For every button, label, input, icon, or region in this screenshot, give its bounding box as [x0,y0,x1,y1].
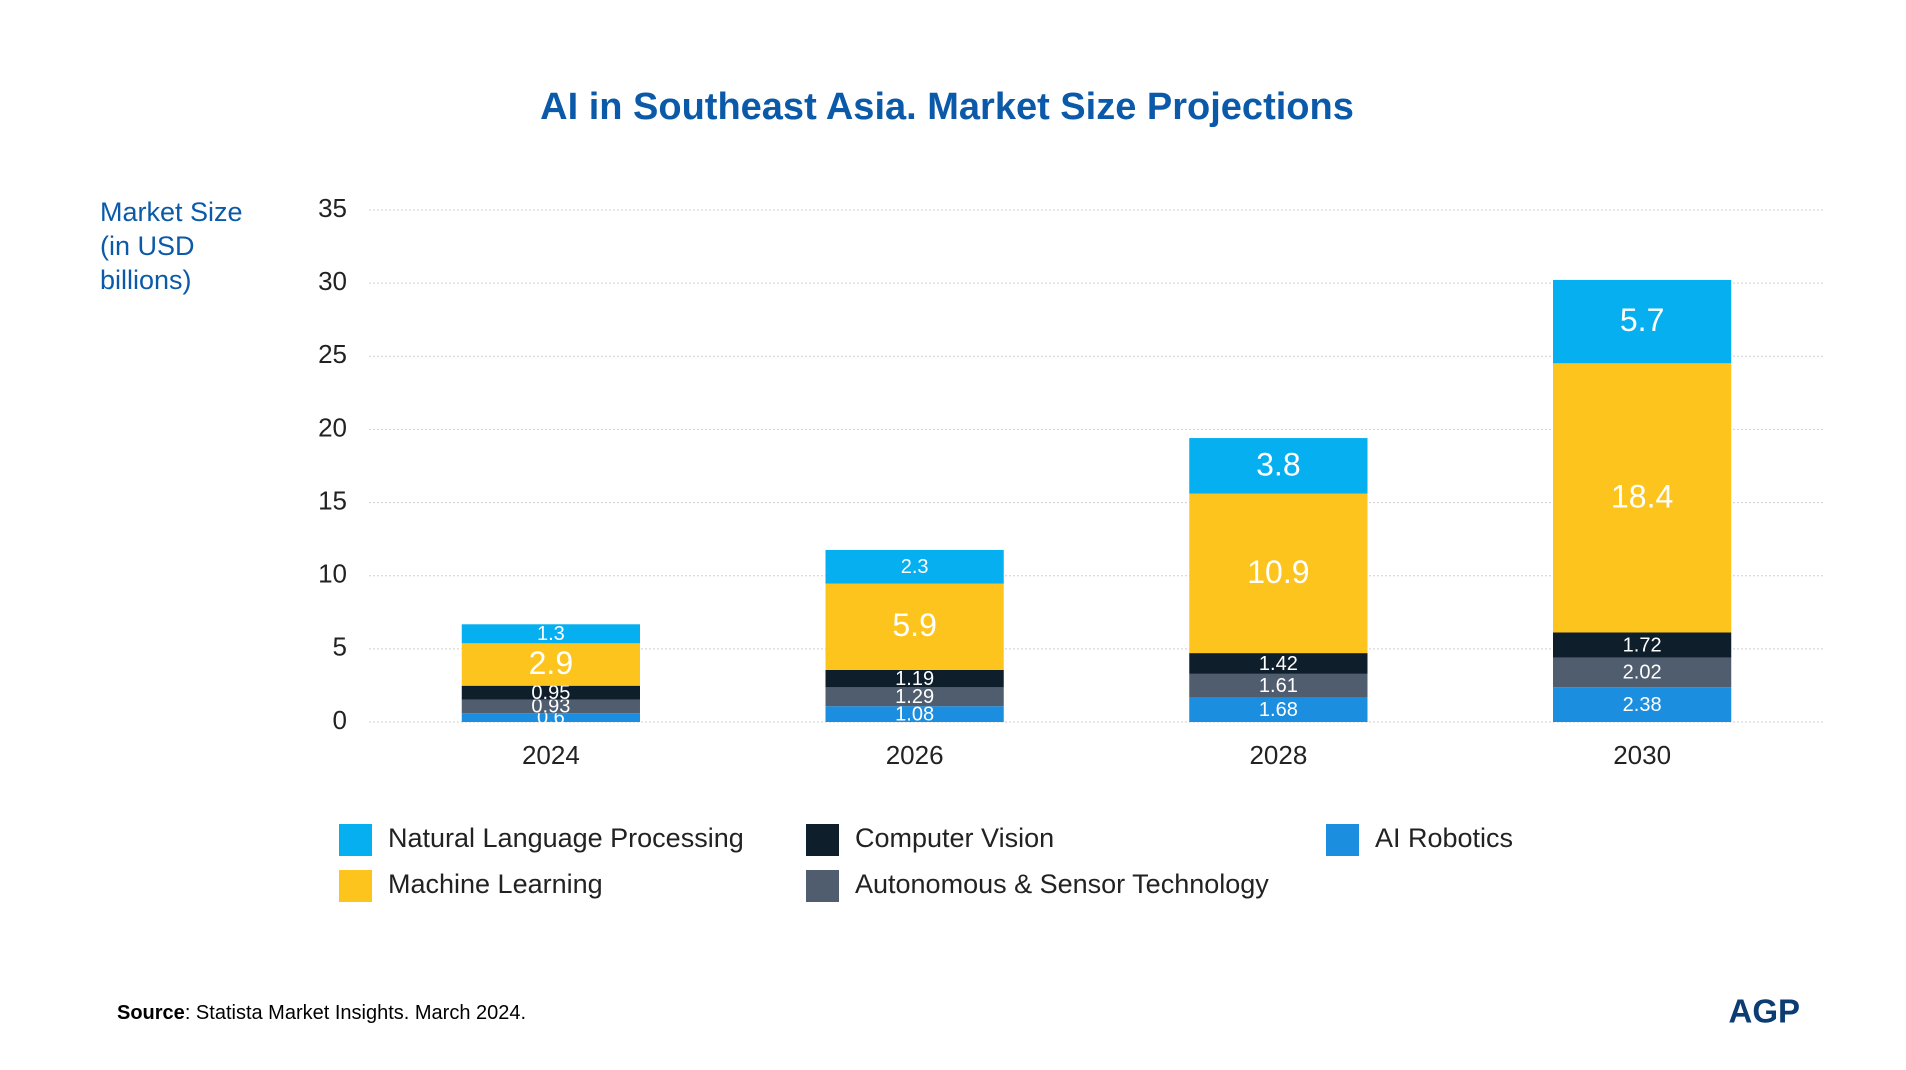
source: Source: Statista Market Insights. March … [117,1002,526,1024]
bar-segment [461,685,640,700]
bar-segment [1189,653,1368,674]
x-tick-label: 2024 [522,740,580,770]
chart-title: AI in Southeast Asia. Market Size Projec… [540,86,1354,128]
legend-swatch [806,824,839,856]
data-label: 5.9 [892,607,936,643]
legend-label: Natural Language Processing [388,823,744,853]
x-tick-label: 2028 [1249,740,1307,770]
data-label: 1.68 [1259,699,1298,721]
bar-segment [1189,438,1368,494]
bar-segment [825,706,1004,722]
y-tick-label: 20 [318,412,347,442]
data-label: 2.38 [1623,694,1662,716]
y-tick-label: 25 [318,339,347,369]
data-label: 1.61 [1259,675,1298,697]
bar-segment [825,583,1004,670]
data-label: 1.29 [895,686,934,708]
bar-segment [1553,657,1732,688]
bar-segment [1553,279,1732,364]
bar-segment [1553,632,1732,658]
x-tick-label: 2030 [1613,740,1671,770]
data-label: 1.3 [537,623,565,645]
logo: AGP [1728,993,1800,1030]
bar-segment [1189,493,1368,654]
bar-segment [1553,687,1732,722]
legend-swatch [339,870,372,902]
bar-segment [1189,673,1368,698]
legend-label: AI Robotics [1375,823,1513,853]
y-tick-label: 5 [333,632,347,662]
data-label: 10.9 [1247,554,1309,590]
bar-segment [825,669,1004,688]
data-label: 0.93 [531,696,570,718]
data-label: 2.3 [901,556,929,578]
data-label: 18.4 [1611,478,1673,514]
bar-segment [461,624,640,644]
legend-label: Autonomous & Sensor Technology [855,869,1269,899]
data-label: 5.7 [1620,302,1664,338]
x-tick-label: 2026 [886,740,944,770]
y-tick-label: 10 [318,559,347,589]
bar-segment [1189,697,1368,722]
legend-label: Computer Vision [855,823,1054,853]
data-label: 1.72 [1623,634,1662,656]
source-text: : Statista Market Insights. March 2024. [185,1002,526,1024]
source-label: Source [117,1002,185,1024]
data-label: 0.95 [531,682,570,704]
bar-segment [461,699,640,714]
y-tick-label: 0 [333,705,347,735]
legend-swatch [339,824,372,856]
legend-label: Machine Learning [388,869,603,899]
y-tick-label: 30 [318,266,347,296]
data-label: 1.19 [895,668,934,690]
bar-segment [825,687,1004,707]
bar-segment [1553,363,1732,633]
data-label: 1.08 [895,703,934,725]
data-label: 1.42 [1259,653,1298,675]
bar-segment [461,713,640,722]
y-tick-label: 15 [318,485,347,515]
legend-swatch [806,870,839,902]
data-label: 2.02 [1623,662,1662,684]
legend-swatch [1326,824,1359,856]
y-tick-label: 35 [318,193,347,223]
y-axis-label: Market Size (in USD billions) [100,197,243,295]
bar-segment [461,643,640,686]
data-label: 2.9 [529,645,573,681]
bar-segment [825,549,1004,584]
data-label: 3.8 [1256,446,1300,482]
